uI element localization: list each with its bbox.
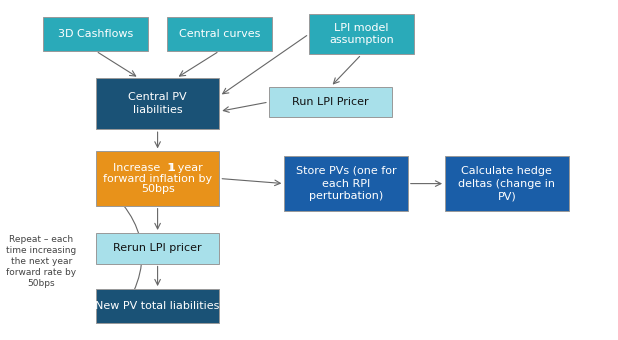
Text: Rerun LPI pricer: Rerun LPI pricer bbox=[113, 243, 202, 253]
FancyBboxPatch shape bbox=[284, 156, 408, 211]
Text: 50bps: 50bps bbox=[141, 184, 174, 194]
Text: Central curves: Central curves bbox=[179, 29, 260, 39]
Text: 1: 1 bbox=[168, 163, 176, 173]
Text: Increase  1 year: Increase 1 year bbox=[112, 163, 203, 173]
Text: forward inflation by: forward inflation by bbox=[103, 173, 212, 184]
Text: 3D Cashflows: 3D Cashflows bbox=[58, 29, 133, 39]
FancyBboxPatch shape bbox=[96, 78, 219, 129]
Text: Calculate hedge
deltas (change in
PV): Calculate hedge deltas (change in PV) bbox=[459, 166, 555, 201]
Text: Repeat – each
time increasing
the next year
forward rate by
50bps: Repeat – each time increasing the next y… bbox=[6, 235, 77, 289]
FancyBboxPatch shape bbox=[43, 17, 148, 51]
Text: Store PVs (one for
each RPI
perturbation): Store PVs (one for each RPI perturbation… bbox=[296, 166, 396, 201]
Text: New PV total liabilities: New PV total liabilities bbox=[95, 301, 220, 311]
Text: Run LPI Pricer: Run LPI Pricer bbox=[292, 97, 369, 107]
FancyBboxPatch shape bbox=[445, 156, 569, 211]
FancyBboxPatch shape bbox=[96, 233, 219, 264]
FancyBboxPatch shape bbox=[96, 289, 219, 323]
FancyBboxPatch shape bbox=[309, 14, 414, 54]
Text: Central PV
liabilities: Central PV liabilities bbox=[129, 92, 187, 115]
Text: LPI model
assumption: LPI model assumption bbox=[329, 22, 394, 46]
FancyBboxPatch shape bbox=[167, 17, 272, 51]
FancyBboxPatch shape bbox=[269, 87, 392, 117]
FancyBboxPatch shape bbox=[96, 151, 219, 206]
